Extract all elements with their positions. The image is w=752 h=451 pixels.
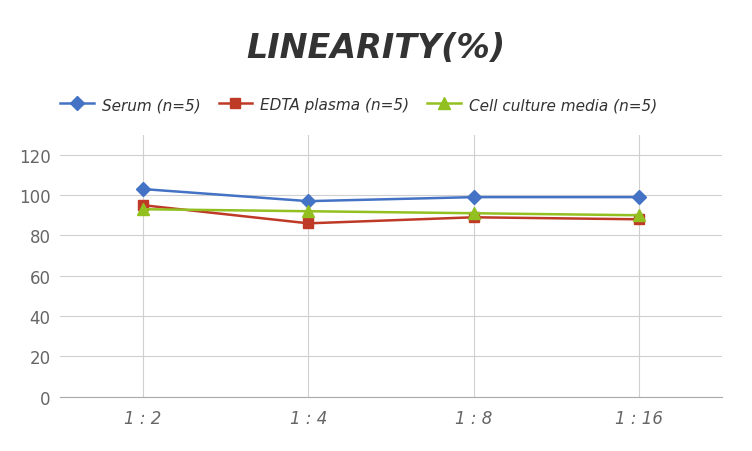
- Text: LINEARITY(%): LINEARITY(%): [247, 32, 505, 64]
- Line: Serum (n=5): Serum (n=5): [138, 185, 644, 207]
- Legend: Serum (n=5), EDTA plasma (n=5), Cell culture media (n=5): Serum (n=5), EDTA plasma (n=5), Cell cul…: [60, 98, 656, 113]
- EDTA plasma (n=5): [469, 215, 478, 221]
- Serum (n=5): [304, 199, 313, 204]
- Serum (n=5): [469, 195, 478, 200]
- Cell culture media (n=5): [138, 207, 147, 212]
- EDTA plasma (n=5): [138, 203, 147, 208]
- EDTA plasma (n=5): [635, 217, 644, 222]
- Line: EDTA plasma (n=5): EDTA plasma (n=5): [138, 201, 644, 229]
- Cell culture media (n=5): [469, 211, 478, 216]
- Cell culture media (n=5): [304, 209, 313, 215]
- Line: Cell culture media (n=5): Cell culture media (n=5): [138, 204, 644, 221]
- EDTA plasma (n=5): [304, 221, 313, 226]
- Serum (n=5): [635, 195, 644, 200]
- Cell culture media (n=5): [635, 213, 644, 218]
- Serum (n=5): [138, 187, 147, 192]
